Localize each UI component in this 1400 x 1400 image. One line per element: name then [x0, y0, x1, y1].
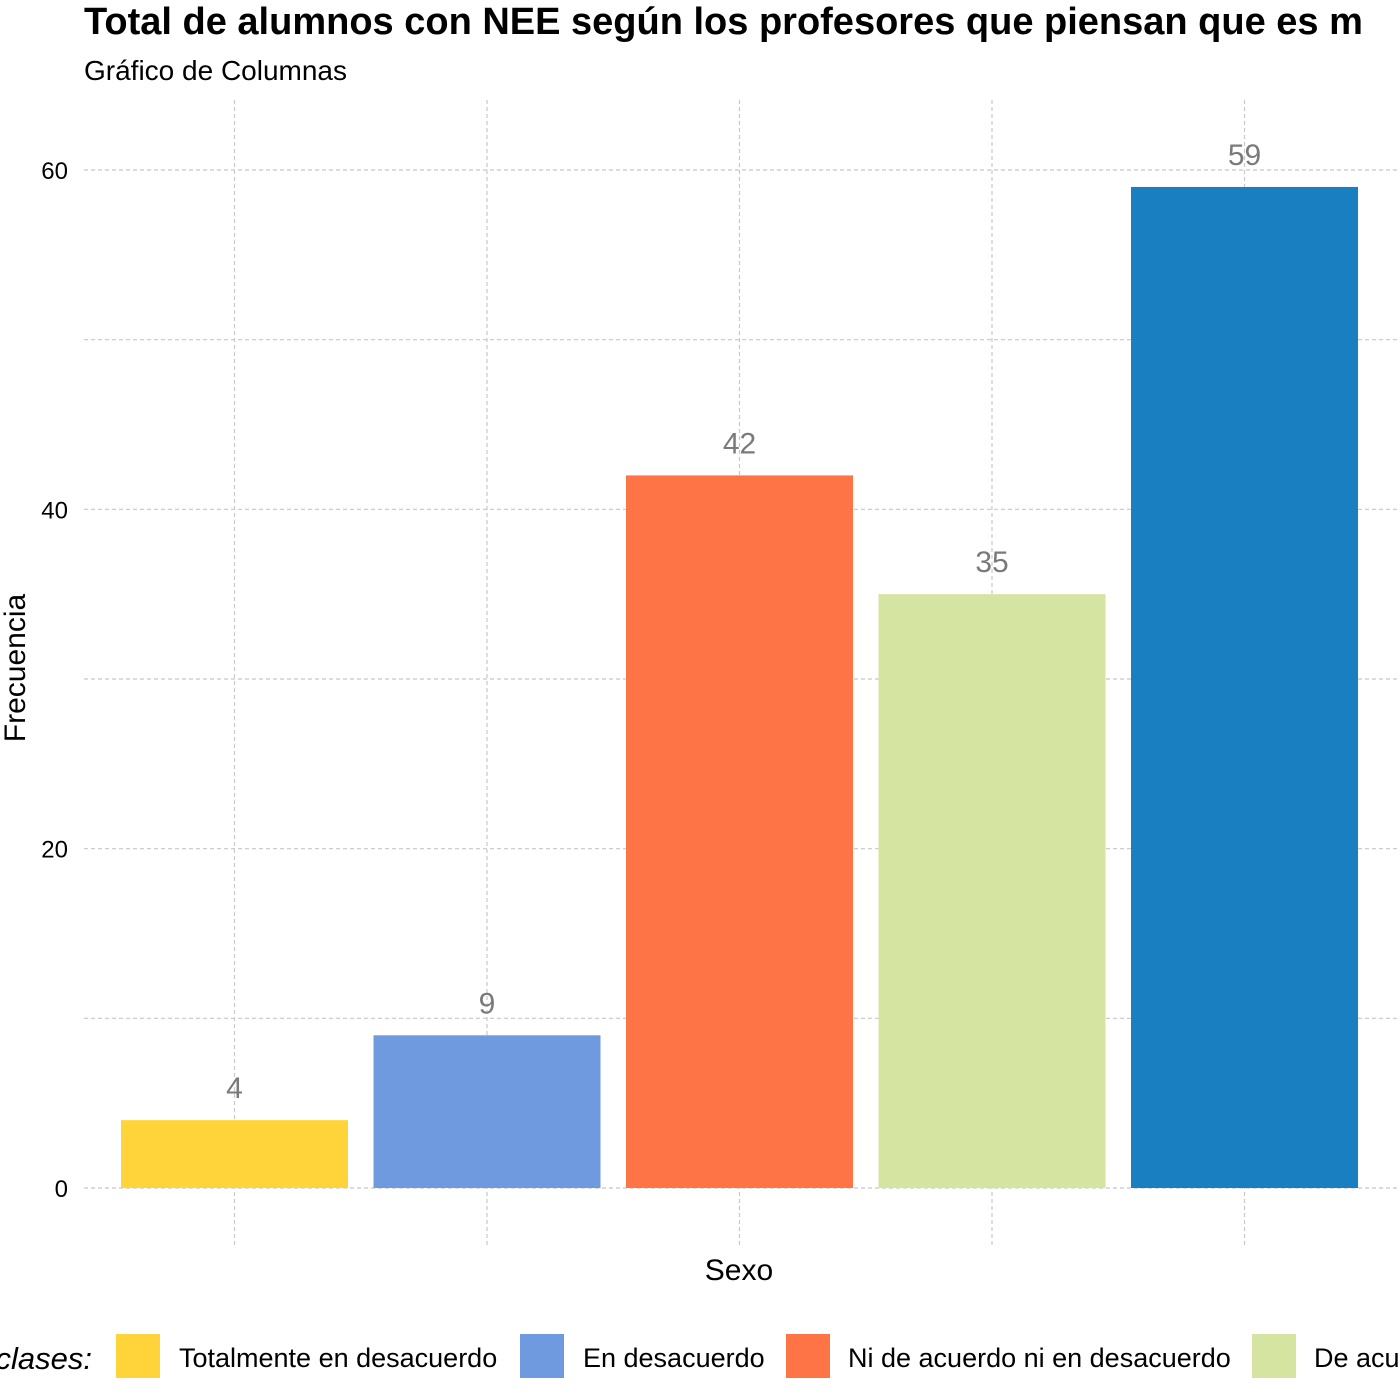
- y-tick-label: 0: [55, 1176, 68, 1203]
- bar: [626, 475, 853, 1188]
- y-tick-label: 60: [41, 158, 68, 185]
- bar-value-label: 4: [226, 1072, 243, 1105]
- bar: [373, 1035, 601, 1188]
- y-tick-label: 20: [41, 837, 68, 864]
- chart-subtitle: Gráfico de Columnas: [84, 55, 347, 86]
- legend: clases: Totalmente en desacuerdo En desac…: [0, 1334, 1400, 1378]
- bar: [1131, 186, 1358, 1188]
- bar-value-label: 42: [723, 427, 756, 460]
- legend-key: [116, 1334, 160, 1378]
- legend-label: Ni de acuerdo ni en desacuerdo: [848, 1343, 1231, 1373]
- bars: [121, 186, 1358, 1188]
- x-axis-title: Sexo: [705, 1254, 773, 1287]
- y-axis-ticks: 0 20 40 60: [41, 158, 68, 1203]
- legend-items: Totalmente en desacuerdo En desacuerdo Ni …: [116, 1334, 1400, 1378]
- bar: [878, 594, 1106, 1188]
- y-axis-title: Frecuencia: [0, 593, 32, 742]
- legend-label: En desacuerdo: [583, 1343, 765, 1373]
- legend-label: Totalmente en desacuerdo: [179, 1343, 497, 1373]
- legend-key: [786, 1334, 830, 1378]
- legend-title: clases:: [0, 1341, 92, 1376]
- bar-value-label: 35: [975, 546, 1008, 579]
- legend-label: De acu: [1314, 1343, 1400, 1373]
- bar: [121, 1120, 348, 1188]
- chart-title: Total de alumnos con NEE según los profe…: [84, 1, 1363, 43]
- legend-key: [1252, 1334, 1296, 1378]
- bar-value-label: 59: [1228, 139, 1261, 172]
- bar-value-label: 9: [479, 987, 496, 1020]
- legend-key: [520, 1334, 564, 1378]
- y-tick-label: 40: [41, 497, 68, 524]
